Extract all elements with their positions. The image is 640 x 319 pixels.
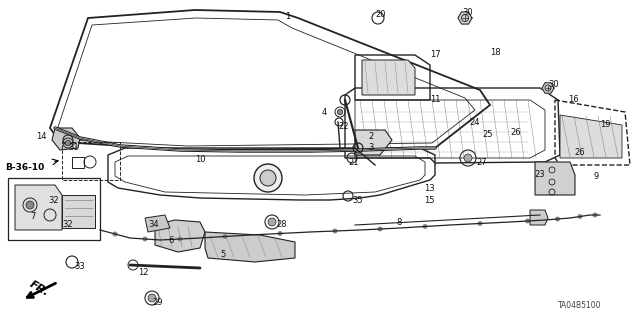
Polygon shape (560, 115, 622, 158)
Text: 18: 18 (490, 48, 500, 57)
Text: 7: 7 (30, 212, 35, 221)
Polygon shape (458, 12, 472, 24)
Circle shape (148, 294, 156, 302)
Circle shape (593, 212, 598, 218)
Text: TA04B5100: TA04B5100 (558, 301, 602, 310)
Circle shape (177, 236, 182, 241)
Text: 15: 15 (424, 196, 435, 205)
Polygon shape (530, 210, 548, 225)
Polygon shape (542, 83, 554, 93)
Polygon shape (205, 232, 295, 262)
Text: 34: 34 (148, 220, 159, 229)
Text: 35: 35 (352, 196, 363, 205)
Polygon shape (535, 162, 575, 195)
Circle shape (65, 140, 71, 146)
Circle shape (477, 221, 483, 226)
Text: 33: 33 (74, 262, 84, 271)
Text: 11: 11 (430, 95, 440, 104)
Text: 1: 1 (285, 12, 291, 21)
Polygon shape (145, 215, 170, 232)
Circle shape (422, 224, 428, 229)
Text: 16: 16 (568, 95, 579, 104)
Text: 13: 13 (424, 184, 435, 193)
Text: 3: 3 (368, 143, 373, 152)
Polygon shape (362, 60, 415, 95)
Text: 25: 25 (482, 130, 493, 139)
Text: 26: 26 (574, 148, 584, 157)
Circle shape (268, 218, 276, 226)
Text: 20: 20 (375, 10, 385, 19)
Text: 29: 29 (152, 298, 163, 307)
Circle shape (26, 201, 34, 209)
Circle shape (113, 232, 118, 236)
Text: 17: 17 (430, 50, 440, 59)
Circle shape (223, 234, 227, 239)
Circle shape (143, 236, 147, 241)
Text: 8: 8 (396, 218, 401, 227)
Text: 6: 6 (168, 236, 173, 245)
Text: B-36-10: B-36-10 (5, 163, 44, 172)
Circle shape (333, 228, 337, 234)
Text: 28: 28 (276, 220, 287, 229)
Text: 32: 32 (62, 220, 72, 229)
Circle shape (464, 154, 472, 162)
Text: 30: 30 (548, 80, 559, 89)
Text: 32: 32 (48, 196, 59, 205)
Circle shape (337, 109, 343, 115)
Text: 2: 2 (368, 132, 373, 141)
Text: 14: 14 (36, 132, 47, 141)
Polygon shape (155, 220, 205, 252)
Circle shape (378, 226, 383, 232)
Text: 26: 26 (510, 128, 520, 137)
Circle shape (555, 217, 560, 221)
Circle shape (254, 164, 282, 192)
Text: 19: 19 (600, 120, 611, 129)
Text: 21: 21 (348, 158, 358, 167)
Polygon shape (355, 130, 392, 155)
Text: 27: 27 (476, 158, 486, 167)
Text: 5: 5 (220, 250, 225, 259)
Circle shape (525, 219, 530, 224)
Circle shape (278, 231, 282, 236)
Polygon shape (15, 185, 62, 230)
Polygon shape (52, 128, 80, 150)
Text: FR.: FR. (28, 279, 51, 298)
Text: 31: 31 (68, 143, 79, 152)
Circle shape (260, 170, 276, 186)
Text: 12: 12 (138, 268, 148, 277)
Text: 10: 10 (195, 155, 205, 164)
Polygon shape (62, 195, 95, 228)
Circle shape (577, 214, 582, 219)
Text: 24: 24 (469, 118, 479, 127)
Text: 23: 23 (534, 170, 545, 179)
Text: 9: 9 (594, 172, 599, 181)
Bar (62, 142, 120, 180)
Text: 30: 30 (462, 8, 472, 17)
Text: 22: 22 (338, 122, 349, 131)
Text: 4: 4 (322, 108, 327, 117)
